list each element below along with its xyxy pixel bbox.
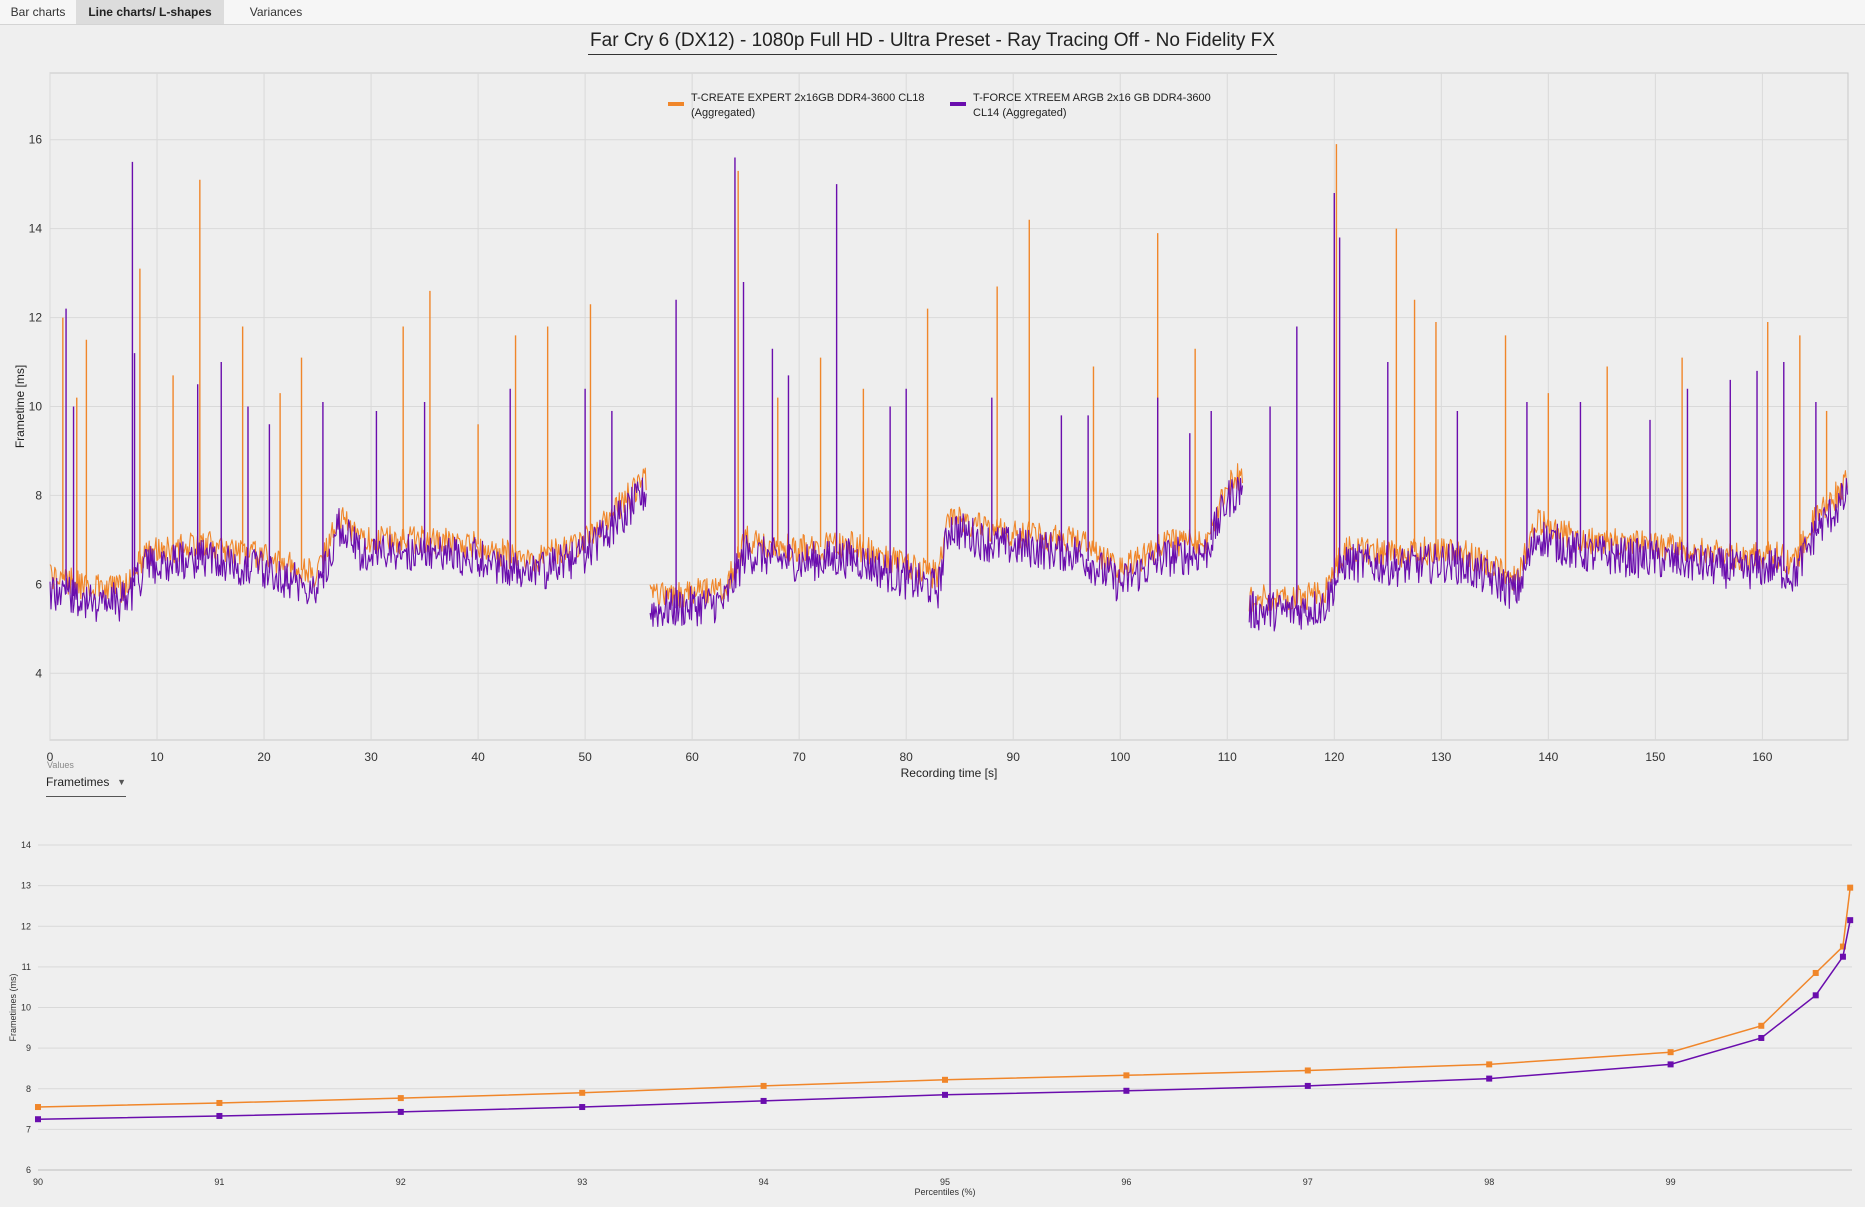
x-tick-label: 99 <box>1666 1177 1676 1187</box>
values-dropdown[interactable]: Frametimes ▼ <box>46 772 126 797</box>
percentile-point <box>216 1112 223 1119</box>
y-tick-label: 14 <box>21 840 31 850</box>
y-tick-label: 8 <box>26 1084 31 1094</box>
x-tick-label: 140 <box>1538 750 1558 764</box>
percentile-point <box>397 1108 404 1115</box>
percentile-point <box>1812 992 1819 999</box>
x-tick-label: 160 <box>1752 750 1772 764</box>
percentile-point <box>1123 1072 1130 1079</box>
tab-bar-charts[interactable]: Bar charts <box>10 5 66 19</box>
percentile-point <box>579 1089 586 1096</box>
x-tick-label: 120 <box>1324 750 1344 764</box>
percentile-point <box>1486 1061 1493 1068</box>
y-tick-label: 8 <box>35 488 42 502</box>
x-axis-label: Recording time [s] <box>901 766 998 780</box>
y-tick-label: 12 <box>21 921 31 931</box>
y-axis-label: Frametime [ms] <box>13 365 27 448</box>
percentile-point <box>1123 1087 1130 1094</box>
percentile-point <box>760 1082 767 1089</box>
percentile-line-1 <box>37 887 1851 1108</box>
tab-line-charts[interactable]: Line charts/ L-shapes <box>76 0 224 24</box>
x-tick-label: 90 <box>33 1177 43 1187</box>
percentile-point <box>1812 969 1819 976</box>
x-tick-label: 97 <box>1303 1177 1313 1187</box>
percentile-point <box>1758 1022 1765 1029</box>
percentile-point <box>1304 1067 1311 1074</box>
x-tick-label: 0 <box>47 750 54 764</box>
percentile-point <box>579 1104 586 1111</box>
values-label: Values <box>47 760 74 770</box>
tab-bar: Bar charts Line charts/ L-shapes Varianc… <box>0 0 1865 25</box>
values-dropdown-selected: Frametimes <box>46 775 110 789</box>
percentile-point <box>1847 917 1854 924</box>
percentile-point <box>35 1104 41 1111</box>
percentile-point <box>1847 884 1854 891</box>
y-tick-label: 4 <box>35 666 42 680</box>
percentile-point <box>1839 953 1846 960</box>
x-tick-label: 90 <box>1007 750 1021 764</box>
y-tick-label: 7 <box>26 1124 31 1134</box>
percentile-point <box>1758 1034 1765 1041</box>
chart-title: Far Cry 6 (DX12) - 1080p Full HD - Ultra… <box>0 30 1865 55</box>
x-tick-label: 110 <box>1218 750 1237 764</box>
y-tick-label: 10 <box>21 1003 31 1013</box>
x-tick-label: 150 <box>1645 750 1665 764</box>
percentile-point <box>1667 1049 1674 1056</box>
legend-label: (Aggregated) <box>691 107 755 119</box>
x-tick-label: 80 <box>900 750 914 764</box>
tab-variances[interactable]: Variances <box>249 5 303 19</box>
x-tick-label: 40 <box>471 750 485 764</box>
percentile-point <box>942 1076 948 1083</box>
y-tick-label: 10 <box>29 400 43 414</box>
legend-label: T-FORCE XTREEM ARGB 2x16 GB DDR4-3600 <box>973 92 1211 104</box>
percentile-line-2 <box>37 920 1851 1120</box>
x-axis-label: Percentiles (%) <box>914 1187 975 1197</box>
x-tick-label: 93 <box>577 1177 587 1187</box>
y-tick-label: 6 <box>26 1165 31 1175</box>
y-tick-label: 6 <box>35 577 42 591</box>
legend-label: T-CREATE EXPERT 2x16GB DDR4-3600 CL18 <box>691 92 925 104</box>
x-tick-label: 50 <box>578 750 592 764</box>
x-tick-label: 94 <box>759 1177 769 1187</box>
legend-label: CL14 (Aggregated) <box>973 107 1067 119</box>
percentile-point <box>942 1091 948 1098</box>
x-tick-label: 130 <box>1431 750 1451 764</box>
y-tick-label: 13 <box>21 881 31 891</box>
x-tick-label: 70 <box>792 750 806 764</box>
y-tick-label: 14 <box>29 222 43 236</box>
x-tick-label: 98 <box>1484 1177 1494 1187</box>
x-tick-label: 91 <box>214 1177 224 1187</box>
percentile-point <box>1304 1082 1311 1089</box>
y-tick-label: 11 <box>22 962 31 972</box>
y-tick-label: 16 <box>29 133 43 147</box>
y-tick-label: 9 <box>26 1043 31 1053</box>
series-line-2 <box>49 476 1848 632</box>
x-tick-label: 100 <box>1110 750 1130 764</box>
percentile-point <box>35 1116 41 1123</box>
x-tick-label: 95 <box>940 1177 950 1187</box>
x-tick-label: 96 <box>1121 1177 1131 1187</box>
percentile-point <box>760 1097 767 1104</box>
percentile-point <box>1667 1061 1674 1068</box>
x-tick-label: 30 <box>364 750 378 764</box>
x-tick-label: 20 <box>257 750 271 764</box>
percentile-point <box>397 1095 404 1102</box>
y-tick-label: 12 <box>29 311 43 325</box>
percentile-point <box>216 1099 223 1106</box>
percentile-chart: 6 7 8 9 10 11 12 13 14 90 91 92 93 94 95 96 97 98 99 Percen… <box>8 840 1854 1197</box>
percentile-point <box>1839 943 1846 950</box>
x-tick-label: 10 <box>150 750 164 764</box>
chevron-down-icon: ▼ <box>117 777 126 787</box>
percentile-point <box>1486 1075 1493 1082</box>
frametime-chart: 0 10 20 30 40 50 60 70 80 90 100 110 120 130 140 150 160… <box>13 72 1849 780</box>
x-tick-label: 92 <box>396 1177 406 1187</box>
x-tick-label: 60 <box>685 750 699 764</box>
y-axis-label: Frametimes (ms) <box>8 974 18 1042</box>
